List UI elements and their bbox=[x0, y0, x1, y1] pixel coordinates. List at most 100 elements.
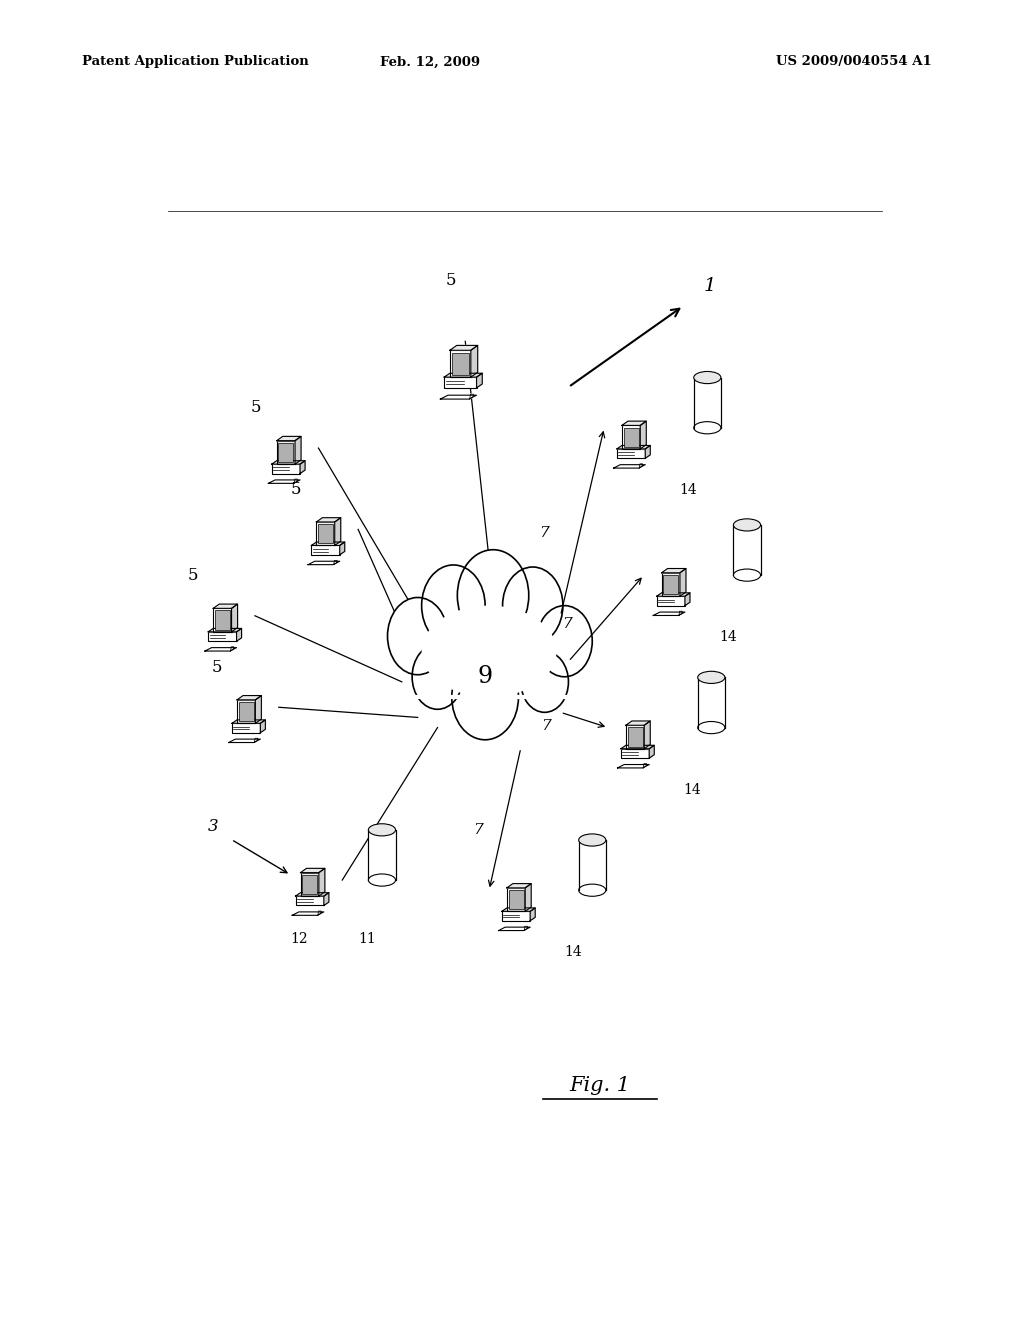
Polygon shape bbox=[254, 738, 258, 743]
Polygon shape bbox=[271, 461, 305, 465]
Polygon shape bbox=[231, 605, 238, 632]
Text: 1: 1 bbox=[703, 276, 716, 294]
Polygon shape bbox=[268, 480, 300, 483]
Text: Feb. 12, 2009: Feb. 12, 2009 bbox=[380, 55, 480, 69]
Ellipse shape bbox=[733, 569, 761, 581]
Polygon shape bbox=[616, 445, 650, 449]
Text: 7: 7 bbox=[473, 824, 483, 837]
Bar bbox=[279, 442, 294, 462]
Ellipse shape bbox=[697, 672, 725, 684]
Polygon shape bbox=[296, 892, 329, 896]
Polygon shape bbox=[649, 746, 654, 758]
Text: Patent Application Publication: Patent Application Publication bbox=[82, 55, 308, 69]
Polygon shape bbox=[205, 648, 237, 651]
Bar bbox=[626, 725, 644, 748]
Polygon shape bbox=[316, 517, 341, 521]
Polygon shape bbox=[260, 719, 265, 733]
Polygon shape bbox=[334, 561, 337, 565]
Circle shape bbox=[503, 568, 563, 644]
Bar bbox=[239, 702, 254, 721]
Polygon shape bbox=[662, 569, 686, 573]
Bar bbox=[733, 525, 761, 576]
Polygon shape bbox=[300, 461, 305, 474]
Polygon shape bbox=[530, 908, 536, 921]
Bar bbox=[507, 888, 525, 911]
Bar bbox=[369, 830, 395, 880]
Bar bbox=[208, 632, 237, 642]
Polygon shape bbox=[639, 463, 643, 469]
Text: 5: 5 bbox=[291, 480, 301, 498]
Text: 5: 5 bbox=[187, 568, 198, 585]
Bar bbox=[302, 875, 317, 894]
Bar bbox=[693, 378, 721, 428]
Text: 14: 14 bbox=[680, 483, 697, 496]
Ellipse shape bbox=[697, 722, 725, 734]
Polygon shape bbox=[525, 883, 531, 911]
Bar bbox=[300, 873, 318, 896]
Circle shape bbox=[452, 655, 518, 739]
Bar bbox=[662, 573, 680, 597]
Text: 3: 3 bbox=[207, 818, 218, 836]
Ellipse shape bbox=[369, 874, 395, 886]
Circle shape bbox=[458, 549, 528, 642]
Bar bbox=[318, 524, 333, 544]
Bar bbox=[509, 890, 523, 909]
Text: 7: 7 bbox=[541, 719, 551, 733]
Text: 11: 11 bbox=[358, 932, 376, 946]
Bar bbox=[628, 727, 643, 747]
Polygon shape bbox=[228, 739, 260, 743]
Polygon shape bbox=[340, 543, 345, 554]
Text: 7: 7 bbox=[539, 525, 549, 540]
Polygon shape bbox=[471, 346, 477, 378]
Polygon shape bbox=[317, 911, 322, 915]
Polygon shape bbox=[679, 611, 682, 615]
Bar bbox=[237, 700, 255, 723]
Ellipse shape bbox=[693, 371, 721, 384]
Bar bbox=[276, 441, 295, 465]
Text: 14: 14 bbox=[719, 630, 737, 644]
Polygon shape bbox=[470, 395, 473, 399]
Polygon shape bbox=[640, 421, 646, 449]
Polygon shape bbox=[208, 628, 242, 632]
Text: 7: 7 bbox=[562, 618, 572, 631]
Bar bbox=[213, 609, 231, 632]
Polygon shape bbox=[502, 908, 536, 911]
Polygon shape bbox=[644, 721, 650, 748]
Polygon shape bbox=[311, 543, 345, 545]
Bar bbox=[450, 350, 471, 378]
Circle shape bbox=[387, 598, 447, 675]
Polygon shape bbox=[653, 612, 685, 615]
Circle shape bbox=[422, 565, 485, 647]
Bar bbox=[311, 545, 340, 554]
Polygon shape bbox=[617, 764, 649, 768]
Bar bbox=[697, 677, 725, 727]
Polygon shape bbox=[318, 869, 325, 896]
Text: 5: 5 bbox=[251, 400, 261, 417]
Text: 5: 5 bbox=[445, 272, 456, 289]
Polygon shape bbox=[237, 628, 242, 642]
Circle shape bbox=[412, 644, 463, 709]
Polygon shape bbox=[292, 912, 324, 915]
Text: 12: 12 bbox=[291, 932, 308, 946]
Polygon shape bbox=[232, 719, 265, 723]
Polygon shape bbox=[230, 647, 233, 651]
Polygon shape bbox=[324, 892, 329, 906]
Bar bbox=[622, 425, 640, 449]
Ellipse shape bbox=[733, 519, 761, 531]
Bar bbox=[621, 748, 649, 758]
Bar bbox=[215, 610, 230, 630]
Polygon shape bbox=[237, 696, 261, 700]
Bar bbox=[444, 378, 476, 388]
Bar bbox=[664, 576, 678, 594]
Polygon shape bbox=[255, 696, 261, 723]
Polygon shape bbox=[621, 746, 654, 748]
Polygon shape bbox=[645, 445, 650, 458]
Bar bbox=[271, 465, 300, 474]
Bar bbox=[624, 428, 639, 446]
Polygon shape bbox=[524, 927, 527, 931]
Polygon shape bbox=[680, 569, 686, 597]
Text: US 2009/0040554 A1: US 2009/0040554 A1 bbox=[776, 55, 932, 69]
Ellipse shape bbox=[579, 884, 606, 896]
Polygon shape bbox=[440, 395, 476, 399]
Ellipse shape bbox=[579, 834, 606, 846]
